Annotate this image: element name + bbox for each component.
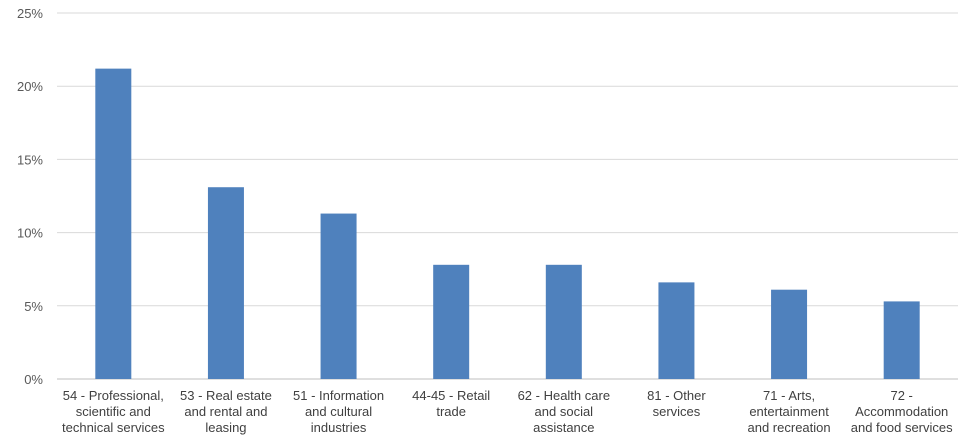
x-category-label: 51 - Information and cultural industries [293, 388, 384, 435]
bar [545, 264, 582, 379]
y-tick-label: 10% [17, 226, 43, 241]
bar [95, 68, 132, 379]
x-category-label-line: 62 - Health care [518, 388, 611, 403]
x-category-label-line: assistance [533, 420, 594, 435]
bar [207, 187, 244, 379]
bar [658, 282, 695, 379]
x-category-label-line: 71 - Arts, [763, 388, 815, 403]
x-category-label-line: and recreation [748, 420, 831, 435]
x-category-label: 54 - Professional, scientific and technica… [62, 388, 165, 435]
x-category-label-line: 54 - Professional, [63, 388, 164, 403]
x-axis-category-labels: 54 - Professional, scientific and technica… [62, 388, 953, 435]
y-tick-label: 15% [17, 152, 43, 167]
y-tick-label: 25% [17, 6, 43, 21]
x-category-label-line: technical services [62, 420, 165, 435]
x-category-label-line: 51 - Information [293, 388, 384, 403]
x-category-label-line: Accommodation [855, 404, 948, 419]
bar [883, 301, 920, 379]
x-category-label-line: and food services [851, 420, 953, 435]
x-category-label-line: and social [535, 404, 594, 419]
x-category-label-line: scientific and [76, 404, 151, 419]
y-tick-label: 0% [24, 372, 43, 387]
y-tick-label: 20% [17, 79, 43, 94]
bar [771, 289, 808, 379]
x-category-label-line: industries [311, 420, 367, 435]
x-category-label: 71 - Arts, entertainment and recreation [748, 388, 831, 435]
x-category-label-line: 44-45 - Retail [412, 388, 490, 403]
x-category-label-line: trade [436, 404, 466, 419]
gridlines [57, 12, 958, 380]
bar [433, 264, 470, 379]
x-category-label: 62 - Health care and social assistance [518, 388, 611, 435]
bars [95, 68, 920, 379]
x-category-label-line: leasing [205, 420, 246, 435]
bar [320, 213, 357, 379]
x-category-label-line: 53 - Real estate [180, 388, 272, 403]
x-category-label-line: 72 - [890, 388, 912, 403]
x-category-label-line: and cultural [305, 404, 372, 419]
x-category-label-line: entertainment [749, 404, 829, 419]
x-category-label-line: 81 - Other [647, 388, 706, 403]
x-category-label: 72 -Accommodation and food services [851, 388, 953, 435]
x-category-label-line: services [653, 404, 701, 419]
y-tick-label: 5% [24, 299, 43, 314]
y-axis-tick-labels: 0% 5% 10% 15% 20% 25% [17, 6, 43, 387]
x-category-label-line: and rental and [184, 404, 267, 419]
x-category-label: 81 - Other services [647, 388, 706, 419]
x-category-label: 53 - Real estate and rental and leasing [180, 388, 272, 435]
x-category-label: 44-45 - Retail trade [412, 388, 490, 419]
